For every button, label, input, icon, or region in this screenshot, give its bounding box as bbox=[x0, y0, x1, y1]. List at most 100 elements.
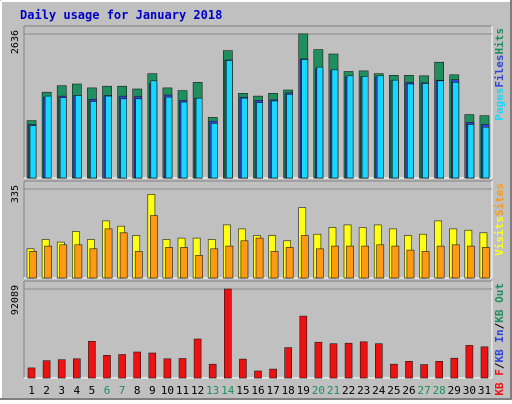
bar-kb-f-day-7 bbox=[118, 354, 126, 379]
bar-pages-day-7 bbox=[120, 98, 127, 179]
bar-pages-day-23 bbox=[361, 76, 369, 179]
panel-hits-files-pages: 2636 PagesFilesHits bbox=[10, 25, 506, 179]
legend-entry: KB F bbox=[493, 369, 506, 396]
x-tick-label-day-22: 22 bbox=[342, 384, 355, 397]
x-tick-label-day-13: 13 bbox=[206, 384, 219, 397]
bar-kb-f-day-31 bbox=[480, 346, 489, 379]
bar-pages-day-2 bbox=[44, 95, 52, 179]
legend-entry: Hits bbox=[493, 28, 506, 55]
legend-entry: KB Out bbox=[493, 283, 506, 323]
bar-sites-day-5 bbox=[89, 248, 98, 279]
bar-sites-day-11 bbox=[180, 247, 188, 279]
bar-kb-f-day-4 bbox=[73, 358, 81, 379]
legend-entry: / bbox=[493, 362, 506, 369]
x-tick-label-day-8: 8 bbox=[134, 384, 141, 397]
x-tick-label-day-31: 31 bbox=[478, 384, 491, 397]
legend-entry: Files bbox=[493, 55, 506, 88]
bar-sites-day-6 bbox=[104, 228, 113, 279]
x-tick-label-day-19: 19 bbox=[297, 384, 310, 397]
bar-sites-day-4 bbox=[74, 244, 83, 279]
bar-pages-day-15 bbox=[241, 97, 248, 179]
bar-kb-f-day-17 bbox=[269, 368, 277, 379]
bar-pages-day-10 bbox=[165, 96, 173, 179]
bar-pages-day-21 bbox=[331, 69, 339, 179]
x-tick-label-day-29: 29 bbox=[448, 384, 461, 397]
bar-sites-day-26 bbox=[406, 249, 415, 279]
bar-kb-f-day-6 bbox=[103, 354, 111, 379]
bar-sites-day-24 bbox=[376, 244, 385, 279]
bar-kb-f-day-18 bbox=[284, 347, 293, 379]
bar-pages-day-25 bbox=[391, 79, 399, 179]
legend-entry: KB In bbox=[493, 329, 506, 362]
bar-kb-f-day-21 bbox=[329, 343, 338, 379]
bar-pages-day-6 bbox=[105, 95, 112, 179]
x-tick-label-day-28: 28 bbox=[433, 384, 446, 397]
bar-sites-day-2 bbox=[44, 245, 52, 279]
x-tick-label-day-25: 25 bbox=[387, 384, 400, 397]
bar-kb-f-day-5 bbox=[88, 340, 96, 379]
bar-pages-day-13 bbox=[210, 123, 218, 179]
bar-pages-day-28 bbox=[437, 80, 445, 179]
bar-kb-f-day-14 bbox=[224, 288, 232, 379]
bar-sites-day-25 bbox=[391, 245, 400, 279]
x-tick-label-day-3: 3 bbox=[58, 384, 65, 397]
bars-visits-sites bbox=[26, 194, 490, 279]
bar-kb-f-day-25 bbox=[390, 363, 398, 379]
bar-kb-f-day-20 bbox=[314, 341, 323, 379]
bar-sites-day-23 bbox=[361, 245, 370, 279]
panel-background bbox=[24, 281, 492, 378]
legend: KB F/KB In/KB Out bbox=[493, 283, 506, 396]
x-tick-label-day-18: 18 bbox=[282, 384, 295, 397]
bar-pages-day-8 bbox=[135, 98, 143, 179]
bar-kb-f-day-16 bbox=[254, 370, 262, 379]
bar-kb-f-day-19 bbox=[299, 315, 308, 379]
bar-sites-day-8 bbox=[134, 251, 143, 279]
bar-pages-day-24 bbox=[376, 75, 384, 179]
bar-pages-day-22 bbox=[346, 75, 354, 179]
bar-sites-day-9 bbox=[150, 215, 158, 279]
bar-sites-day-20 bbox=[315, 248, 324, 279]
bar-pages-day-26 bbox=[407, 83, 414, 179]
bar-kb-f-day-22 bbox=[344, 342, 353, 379]
x-tick-label-day-16: 16 bbox=[251, 384, 264, 397]
x-tick-label-day-10: 10 bbox=[161, 384, 174, 397]
bar-pages-day-18 bbox=[286, 94, 294, 179]
bar-sites-day-15 bbox=[240, 240, 249, 279]
bar-pages-day-5 bbox=[90, 101, 97, 179]
chart-title: Daily usage for January 2018 bbox=[20, 8, 222, 22]
x-tick-label-day-2: 2 bbox=[43, 384, 50, 397]
x-tick-label-day-23: 23 bbox=[357, 384, 370, 397]
bar-kb-f-day-26 bbox=[405, 360, 413, 379]
bar-sites-day-3 bbox=[59, 244, 68, 279]
bar-sites-day-18 bbox=[285, 247, 294, 279]
bar-sites-day-1 bbox=[29, 251, 37, 279]
x-tick-label-day-12: 12 bbox=[191, 384, 204, 397]
bar-kb-f-day-10 bbox=[163, 358, 172, 379]
x-tick-label-day-6: 6 bbox=[104, 384, 111, 397]
bar-kb-f-day-30 bbox=[465, 345, 474, 379]
x-tick-label-day-7: 7 bbox=[119, 384, 126, 397]
bar-kb-f-day-28 bbox=[435, 360, 444, 379]
bar-sites-day-19 bbox=[300, 235, 309, 279]
bar-kb-f-day-29 bbox=[450, 357, 459, 379]
legend: VisitsSites bbox=[493, 183, 506, 256]
x-tick-label-day-20: 20 bbox=[312, 384, 325, 397]
bar-pages-day-11 bbox=[180, 101, 188, 179]
x-tick-label-day-1: 1 bbox=[28, 384, 35, 397]
bar-pages-day-31 bbox=[482, 126, 490, 179]
bar-kb-f-day-2 bbox=[42, 360, 51, 379]
x-tick-label-day-24: 24 bbox=[372, 384, 386, 397]
y-max-label: 335 bbox=[10, 185, 21, 203]
y-max-label: 92089 bbox=[10, 285, 21, 315]
x-tick-label-day-30: 30 bbox=[463, 384, 476, 397]
bars-kbf bbox=[27, 288, 489, 379]
x-tick-label-day-26: 26 bbox=[402, 384, 415, 397]
bar-sites-day-21 bbox=[331, 245, 339, 279]
x-tick-label-day-9: 9 bbox=[149, 384, 156, 397]
bar-kb-f-day-11 bbox=[178, 358, 187, 379]
bar-kb-f-day-15 bbox=[239, 358, 247, 379]
